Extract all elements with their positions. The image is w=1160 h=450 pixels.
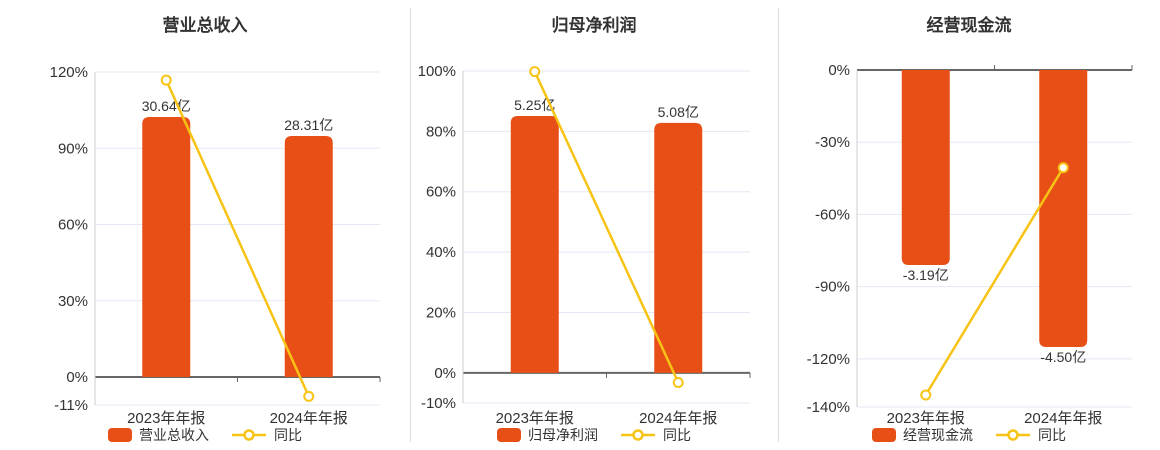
x-category-label: 2023年年报: [127, 410, 205, 427]
y-tick-label: 80%: [426, 123, 456, 140]
legend-bar-label: 经营现金流: [903, 427, 973, 443]
chart-panel-cash-flow: 经营现金流 经营现金流 同比: [778, 0, 1160, 450]
y-tick-label: 20%: [426, 304, 456, 321]
yoy-line: [924, 167, 1065, 396]
y-tick-label: -10%: [421, 395, 456, 412]
y-tick-label: 90%: [58, 140, 88, 157]
chart-title-net-profit: 归母净利润: [551, 16, 637, 35]
legend-net-profit: 归母净利润 同比: [410, 425, 778, 445]
y-tick-label: 0%: [434, 365, 456, 382]
chart-panel-revenue: 营业总收入 营业总收入 同比: [0, 0, 410, 450]
y-tick-label: -30%: [815, 134, 850, 151]
y-tick-label: -60%: [815, 206, 850, 223]
y-tick-label: -11%: [54, 397, 88, 414]
bar-value-label: -3.19亿: [903, 267, 949, 283]
legend-item-yoy-series[interactable]: 同比: [231, 425, 302, 445]
yoy-line: [533, 71, 680, 384]
x-category-label: 2023年年报: [887, 410, 965, 427]
bar-2024年年报[interactable]: [284, 136, 333, 378]
legend-yoy-label: 同比: [663, 427, 691, 443]
bar-value-label: -4.50亿: [1040, 349, 1086, 365]
legend-yoy-label: 同比: [1038, 427, 1066, 443]
x-category-label: 2024年年报: [1024, 410, 1102, 427]
y-tick-label: -120%: [807, 351, 850, 368]
yoy-line: [165, 79, 310, 397]
y-tick-label: -90%: [815, 279, 850, 296]
legend-item-bar-series[interactable]: 经营现金流: [872, 425, 973, 445]
yoy-line-icon: [620, 429, 656, 441]
legend-item-yoy-series[interactable]: 同比: [995, 425, 1066, 445]
y-tick-label: 0%: [828, 62, 850, 79]
chart-title-cash-flow: 经营现金流: [926, 16, 1012, 35]
bar-value-label: 5.25亿: [514, 97, 555, 113]
legend-bar-label: 营业总收入: [139, 427, 209, 443]
y-tick-label: 30%: [58, 293, 88, 310]
chart-panel-net-profit: 归母净利润 归母净利润 同比: [410, 0, 778, 450]
panel-divider: [410, 8, 411, 442]
bar-value-label: 28.31亿: [284, 117, 333, 133]
yoy-marker-2023年年报[interactable]: [920, 389, 932, 401]
y-tick-label: -140%: [807, 399, 850, 416]
bar-2023年年报[interactable]: [142, 116, 191, 378]
y-tick-label: 60%: [426, 184, 456, 201]
y-tick-label: 40%: [426, 244, 456, 261]
legend-item-bar-series[interactable]: 营业总收入: [108, 425, 209, 445]
bar-value-label: 5.08亿: [658, 104, 699, 120]
legend-bar-label: 归母净利润: [528, 427, 598, 443]
y-tick-label: 100%: [418, 63, 456, 80]
yoy-marker-2024年年报[interactable]: [1057, 162, 1069, 174]
bar-2024年年报[interactable]: [1039, 70, 1088, 348]
legend-item-bar-series[interactable]: 归母净利润: [497, 425, 598, 445]
legend-yoy-label: 同比: [274, 427, 302, 443]
chart-title-revenue: 营业总收入: [162, 16, 248, 35]
x-category-label: 2023年年报: [496, 410, 574, 427]
yoy-marker-2024年年报[interactable]: [672, 376, 684, 388]
panel-divider: [778, 8, 779, 442]
bar-swatch-icon: [872, 428, 896, 442]
bar-2023年年报[interactable]: [510, 115, 559, 373]
yoy-line-icon: [231, 429, 267, 441]
bar-swatch-icon: [108, 428, 132, 442]
y-tick-label: 60%: [58, 217, 88, 234]
y-tick-label: 120%: [50, 64, 88, 81]
x-category-label: 2024年年报: [270, 410, 348, 427]
bar-2024年年报[interactable]: [654, 122, 703, 373]
yoy-marker-2024年年报[interactable]: [303, 390, 315, 402]
legend-revenue: 营业总收入 同比: [0, 425, 410, 445]
x-category-label: 2024年年报: [639, 410, 717, 427]
legend-cash-flow: 经营现金流 同比: [778, 425, 1160, 445]
bar-swatch-icon: [497, 428, 521, 442]
yoy-marker-2023年年报[interactable]: [529, 66, 541, 78]
yoy-line-icon: [995, 429, 1031, 441]
legend-item-yoy-series[interactable]: 同比: [620, 425, 691, 445]
yoy-marker-2023年年报[interactable]: [160, 74, 172, 86]
bar-2023年年报[interactable]: [901, 70, 950, 265]
y-tick-label: 0%: [66, 369, 88, 386]
